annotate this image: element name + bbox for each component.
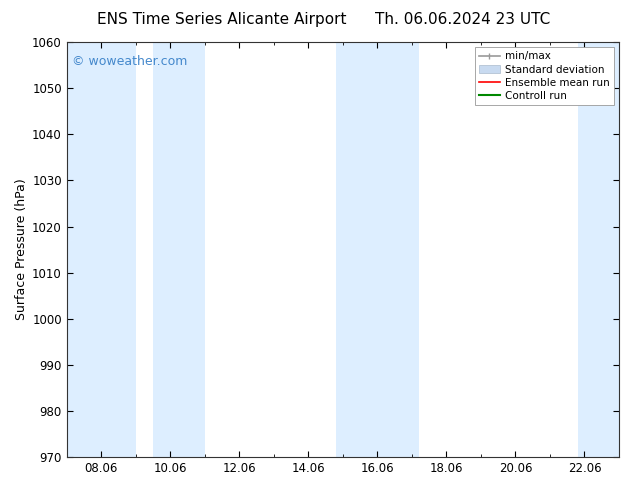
Text: ENS Time Series Alicante Airport: ENS Time Series Alicante Airport — [97, 12, 347, 27]
Bar — [153, 42, 205, 457]
Bar — [67, 42, 136, 457]
Bar — [370, 42, 419, 457]
Bar — [578, 42, 619, 457]
Legend: min/max, Standard deviation, Ensemble mean run, Controll run: min/max, Standard deviation, Ensemble me… — [475, 47, 614, 105]
Text: Th. 06.06.2024 23 UTC: Th. 06.06.2024 23 UTC — [375, 12, 550, 27]
Text: © woweather.com: © woweather.com — [72, 54, 188, 68]
Y-axis label: Surface Pressure (hPa): Surface Pressure (hPa) — [15, 179, 28, 320]
Bar — [336, 42, 370, 457]
